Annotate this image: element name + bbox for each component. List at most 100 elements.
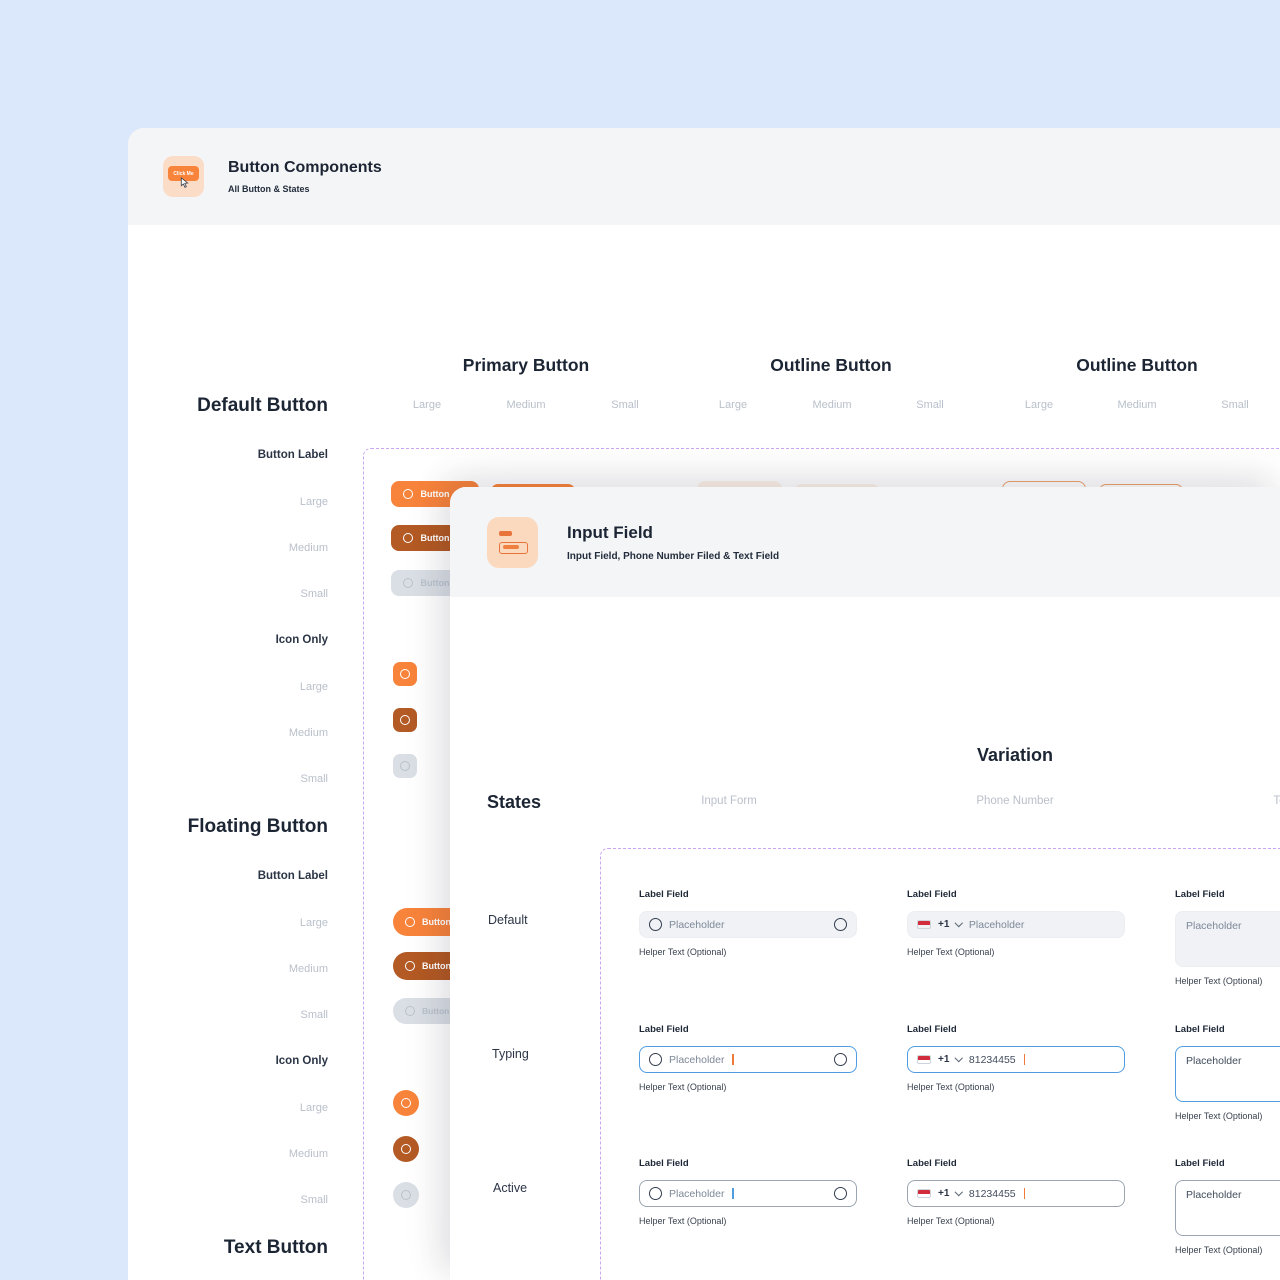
column-input-form: Input Form [701,795,757,807]
helper-text: Helper Text (Optional) [1175,1245,1263,1255]
row-label-small: Small [300,773,328,785]
circle-icon [834,1187,847,1200]
row-label-small: Small [300,1194,328,1206]
field-label: Label Field [1175,1158,1225,1169]
section-text-button: Text Button [223,1237,328,1258]
textarea-typing[interactable]: Placeholder [1175,1046,1280,1102]
cursor-pointer-icon [180,177,189,188]
helper-text: Helper Text (Optional) [907,1082,995,1092]
group-title-primary: Primary Button [462,355,590,375]
phone-input-default-cell: Label Field +1 Placeholder Helper Text (O… [907,889,1125,957]
panel-subtitle: All Button & States [228,184,310,194]
helper-text: Helper Text (Optional) [639,1216,727,1226]
circle-icon [401,1098,411,1108]
text-area-active-cell: Label Field Placeholder Helper Text (Opt… [1175,1158,1280,1255]
row-label-small: Small [300,1009,328,1021]
icon-button-large[interactable] [393,662,417,686]
field-label: Label Field [1175,1024,1225,1035]
text-cursor [732,1188,734,1199]
phone-input-typing[interactable]: +1 81234455 [907,1046,1125,1073]
size-label-medium: Medium [812,399,852,411]
row-label-button-label: Button Label [257,449,328,461]
input-outline-icon [499,541,528,554]
input-field-panel: Input Field Input Field, Phone Number Fi… [450,487,1280,1280]
floating-icon-button-small-disabled [393,1182,419,1208]
section-default-button: Default Button [197,395,328,416]
helper-text: Helper Text (Optional) [1175,976,1263,986]
click-me-button: Click Me [168,166,199,181]
text-input-active[interactable]: Placeholder [639,1180,857,1207]
input-form-typing-cell: Label Field Placeholder Helper Text (Opt… [639,1024,857,1092]
text-input-typing[interactable]: Placeholder [639,1046,857,1073]
state-label-default: Default [488,913,528,927]
field-label: Label Field [639,889,689,900]
icon-button-medium[interactable] [393,708,417,732]
field-label: Label Field [639,1158,689,1169]
field-label: Label Field [1175,889,1225,900]
textarea-default[interactable]: Placeholder [1175,911,1280,967]
phone-input-default[interactable]: +1 Placeholder [907,911,1125,938]
state-label-active: Active [493,1181,528,1195]
row-label-large: Large [299,1102,328,1114]
row-label-large: Large [299,917,328,929]
size-label-small: Small [611,399,639,411]
helper-text: Helper Text (Optional) [907,1216,995,1226]
helper-text: Helper Text (Optional) [639,1082,727,1092]
chevron-down-icon[interactable] [955,1054,964,1062]
size-label-small: Small [1221,399,1249,411]
country-flag-icon [917,1054,931,1065]
country-flag-icon [917,919,931,930]
circle-icon [400,669,410,679]
country-flag-icon [917,1188,931,1199]
helper-text: Helper Text (Optional) [907,947,995,957]
chevron-down-icon[interactable] [955,1188,964,1196]
row-label-medium: Medium [288,963,328,975]
text-area-typing-cell: Label Field Placeholder Helper Text (Opt… [1175,1024,1280,1121]
circle-icon [401,1144,411,1154]
column-phone-number: Phone Number [976,795,1054,807]
row-label-icon-only: Icon Only [275,634,328,646]
panel-title: Button Components [228,159,382,176]
size-label-medium: Medium [506,399,546,411]
row-label-medium: Medium [288,727,328,739]
phone-input-active[interactable]: +1 81234455 [907,1180,1125,1207]
size-label-large: Large [412,399,442,411]
chevron-down-icon[interactable] [955,919,964,927]
input-form-default-cell: Label Field Placeholder Helper Text (Opt… [639,889,857,957]
field-label: Label Field [907,1158,957,1169]
text-cursor [732,1054,734,1065]
label-bar-icon [499,530,512,536]
variation-title: Variation [976,745,1054,765]
circle-icon [649,1053,662,1066]
row-label-button-label: Button Label [257,870,328,882]
circle-icon [402,578,413,588]
circle-icon [649,918,662,931]
phone-input-typing-cell: Label Field +1 81234455 Helper Text (Opti… [907,1024,1125,1092]
helper-text: Helper Text (Optional) [1175,1111,1263,1121]
circle-icon [402,533,413,543]
textarea-active[interactable]: Placeholder [1175,1180,1280,1236]
circle-icon [834,918,847,931]
dashed-selection-frame [600,848,1280,1280]
field-label: Label Field [907,889,957,900]
size-label-large: Large [718,399,748,411]
group-title-outline-2: Outline Button [1076,355,1198,375]
circle-icon [405,961,415,971]
field-label: Label Field [907,1024,957,1035]
circle-icon [401,1190,411,1200]
circle-icon [405,917,415,927]
row-label-medium: Medium [288,542,328,554]
floating-icon-button-medium[interactable] [393,1136,419,1162]
phone-input-active-cell: Label Field +1 81234455 Helper Text (Opti… [907,1158,1125,1226]
state-label-typing: Typing [492,1047,529,1061]
icon-button-small-disabled [393,754,417,778]
floating-icon-button-large[interactable] [393,1090,419,1116]
text-input-default[interactable]: Placeholder [639,911,857,938]
size-label-medium: Medium [1117,399,1157,411]
input-field-header: Input Field Input Field, Phone Number Fi… [450,487,1280,597]
text-cursor [1023,1188,1026,1199]
text-area-default-cell: Label Field Placeholder Helper Text (Opt… [1175,889,1280,986]
panel-title: Input Field [567,522,653,542]
helper-text: Helper Text (Optional) [639,947,727,957]
circle-icon [400,761,410,771]
